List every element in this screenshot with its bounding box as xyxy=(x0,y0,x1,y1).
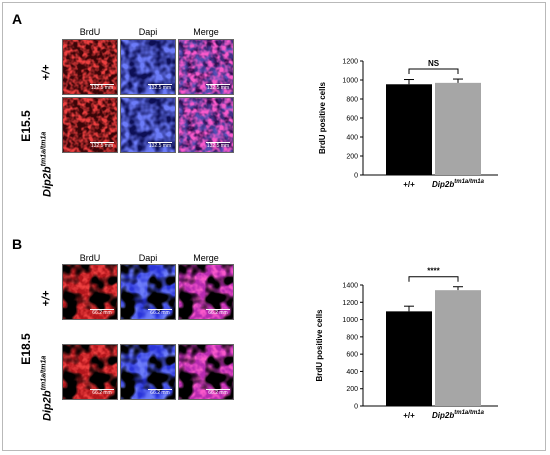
y-axis-title: BrdU positive cells xyxy=(315,309,324,382)
scale-bar: 66.2 mm xyxy=(206,309,230,316)
panel-b-dapi-wt-image: 66.2 mm xyxy=(120,264,176,320)
x-tick-label: Dip2btm1a/tm1a xyxy=(432,410,485,420)
panel-a-col-merge: Merge xyxy=(193,27,219,37)
panel-b-letter: B xyxy=(12,236,23,252)
significance-bracket xyxy=(408,68,459,75)
panel-b-brdu-mutant-image: 66.2 mm xyxy=(62,344,118,400)
panel-a-merge-mutant-image: 132.5 mm xyxy=(178,97,234,153)
x-tick-label: +/+ xyxy=(403,180,415,189)
panel-a-brdu-mutant-image: 132.5 mm xyxy=(62,97,118,153)
y-tick-label: 600 xyxy=(346,352,358,359)
y-tick-label: 1000 xyxy=(342,317,358,324)
scale-bar: 66.2 mm xyxy=(90,309,114,316)
panel-a-col-brdu: BrdU xyxy=(79,27,101,37)
y-tick-label: 0 xyxy=(354,173,358,180)
y-tick-label: 200 xyxy=(346,386,358,393)
x-tick-label: +/+ xyxy=(403,411,415,420)
panel-a-merge-wt-image: 132.5 mm xyxy=(178,39,234,95)
y-tick-label: 200 xyxy=(346,154,358,161)
y-tick-label: 400 xyxy=(346,135,358,142)
panel-b-col-brdu: BrdU xyxy=(79,253,101,263)
scale-bar: 132.5 mm xyxy=(206,84,230,91)
panel-b-brdu-wt-image: 66.2 mm xyxy=(62,264,118,320)
panel-a-brdu-wt-image: 132.5 mm xyxy=(62,39,118,95)
panel-a-dapi-mutant-image: 132.5 mm xyxy=(120,97,176,153)
bar-wildtype xyxy=(386,311,432,406)
y-tick-label: 1400 xyxy=(342,283,358,290)
panel-b-col-merge: Merge xyxy=(193,253,219,263)
y-tick-label: 800 xyxy=(346,97,358,104)
panel-a-letter: A xyxy=(12,11,23,27)
panel-b-dapi-mutant-image: 66.2 mm xyxy=(120,344,176,400)
panel-b-merge-mutant-image: 66.2 mm xyxy=(178,344,234,400)
y-tick-label: 0 xyxy=(354,404,358,411)
y-axis-title: BrdU positive cells xyxy=(318,81,327,154)
y-tick-label: 1200 xyxy=(342,300,358,307)
scale-bar: 132.5 mm xyxy=(90,84,114,91)
y-tick-label: 1200 xyxy=(342,59,358,66)
scale-bar: 66.2 mm xyxy=(148,389,172,396)
x-tick-label: Dip2btm1a/tm1a xyxy=(432,179,485,189)
scale-bar: 66.2 mm xyxy=(90,389,114,396)
bar-mutant xyxy=(435,290,481,406)
significance-label: NS xyxy=(428,59,440,68)
y-tick-label: 400 xyxy=(346,369,358,376)
scale-bar: 66.2 mm xyxy=(206,389,230,396)
bar-mutant xyxy=(435,82,481,175)
scale-bar: 132.5 mm xyxy=(90,142,114,149)
panel-b-col-dapi: Dapi xyxy=(138,253,158,263)
scale-bar: 66.2 mm xyxy=(148,309,172,316)
y-tick-label: 1000 xyxy=(342,78,358,85)
panel-a-col-dapi: Dapi xyxy=(138,27,158,37)
scale-bar: 132.5 mm xyxy=(206,142,230,149)
scale-bar: 132.5 mm xyxy=(148,84,172,91)
panel-a-dapi-wt-image: 132.5 mm xyxy=(120,39,176,95)
bar-wildtype xyxy=(386,84,432,175)
significance-label: **** xyxy=(427,267,440,276)
y-tick-label: 600 xyxy=(346,116,358,123)
panel-b-merge-wt-image: 66.2 mm xyxy=(178,264,234,320)
significance-bracket xyxy=(408,276,459,282)
scale-bar: 132.5 mm xyxy=(148,142,172,149)
figure-border xyxy=(2,2,546,451)
y-tick-label: 800 xyxy=(346,334,358,341)
